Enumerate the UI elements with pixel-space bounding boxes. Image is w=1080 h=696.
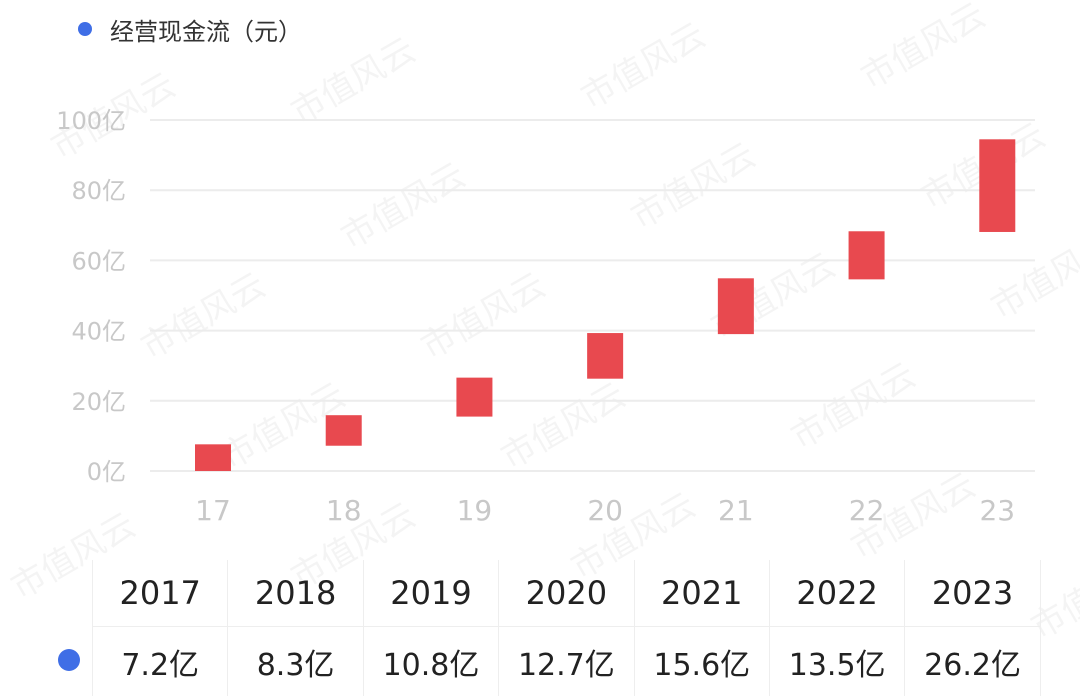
year-cell: 2022 — [769, 560, 904, 627]
x-tick-label: 21 — [718, 494, 754, 527]
x-tick-label: 20 — [587, 494, 623, 527]
value-cell: 8.3亿 — [228, 627, 363, 696]
year-cell: 2019 — [363, 560, 498, 627]
x-tick-label: 18 — [326, 494, 362, 527]
x-tick-label: 22 — [849, 494, 885, 527]
y-tick-label: 100亿 — [56, 107, 126, 135]
y-tick-label: 80亿 — [71, 177, 126, 205]
value-cell: 12.7亿 — [499, 627, 634, 696]
y-tick-label: 60亿 — [71, 247, 126, 275]
value-cell: 13.5亿 — [769, 627, 904, 696]
year-cell: 2021 — [634, 560, 769, 627]
bar — [195, 444, 231, 471]
bar — [456, 378, 492, 417]
x-tick-label: 23 — [979, 494, 1015, 527]
y-tick-label: 20亿 — [71, 388, 126, 416]
bar — [587, 333, 623, 379]
year-cell: 2018 — [228, 560, 363, 627]
year-row: 2017 2018 2019 2020 2021 2022 2023 — [93, 560, 1041, 627]
value-cell: 7.2亿 — [93, 627, 228, 696]
bar — [718, 278, 754, 334]
year-cell: 2023 — [905, 560, 1040, 627]
x-tick-label: 19 — [457, 494, 493, 527]
bar — [849, 231, 885, 279]
x-tick-label: 17 — [195, 494, 231, 527]
value-cell: 26.2亿 — [905, 627, 1040, 696]
value-cell: 15.6亿 — [634, 627, 769, 696]
series-dot — [58, 649, 80, 671]
waterfall-chart: 0亿 20亿 40亿 60亿 80亿 100亿 17 18 19 20 21 22 23 — [0, 0, 1080, 560]
value-cell: 10.8亿 — [363, 627, 498, 696]
year-cell: 2020 — [499, 560, 634, 627]
y-tick-label: 0亿 — [87, 458, 126, 486]
y-tick-label: 40亿 — [71, 318, 126, 346]
year-cell: 2017 — [93, 560, 228, 627]
summary-table: 2017 2018 2019 2020 2021 2022 2023 7.2亿 … — [92, 560, 1041, 696]
summary-table-area: 2017 2018 2019 2020 2021 2022 2023 7.2亿 … — [0, 560, 1080, 695]
value-row: 7.2亿 8.3亿 10.8亿 12.7亿 15.6亿 13.5亿 26.2亿 — [93, 627, 1041, 696]
bar — [326, 415, 362, 446]
bar — [979, 139, 1015, 232]
